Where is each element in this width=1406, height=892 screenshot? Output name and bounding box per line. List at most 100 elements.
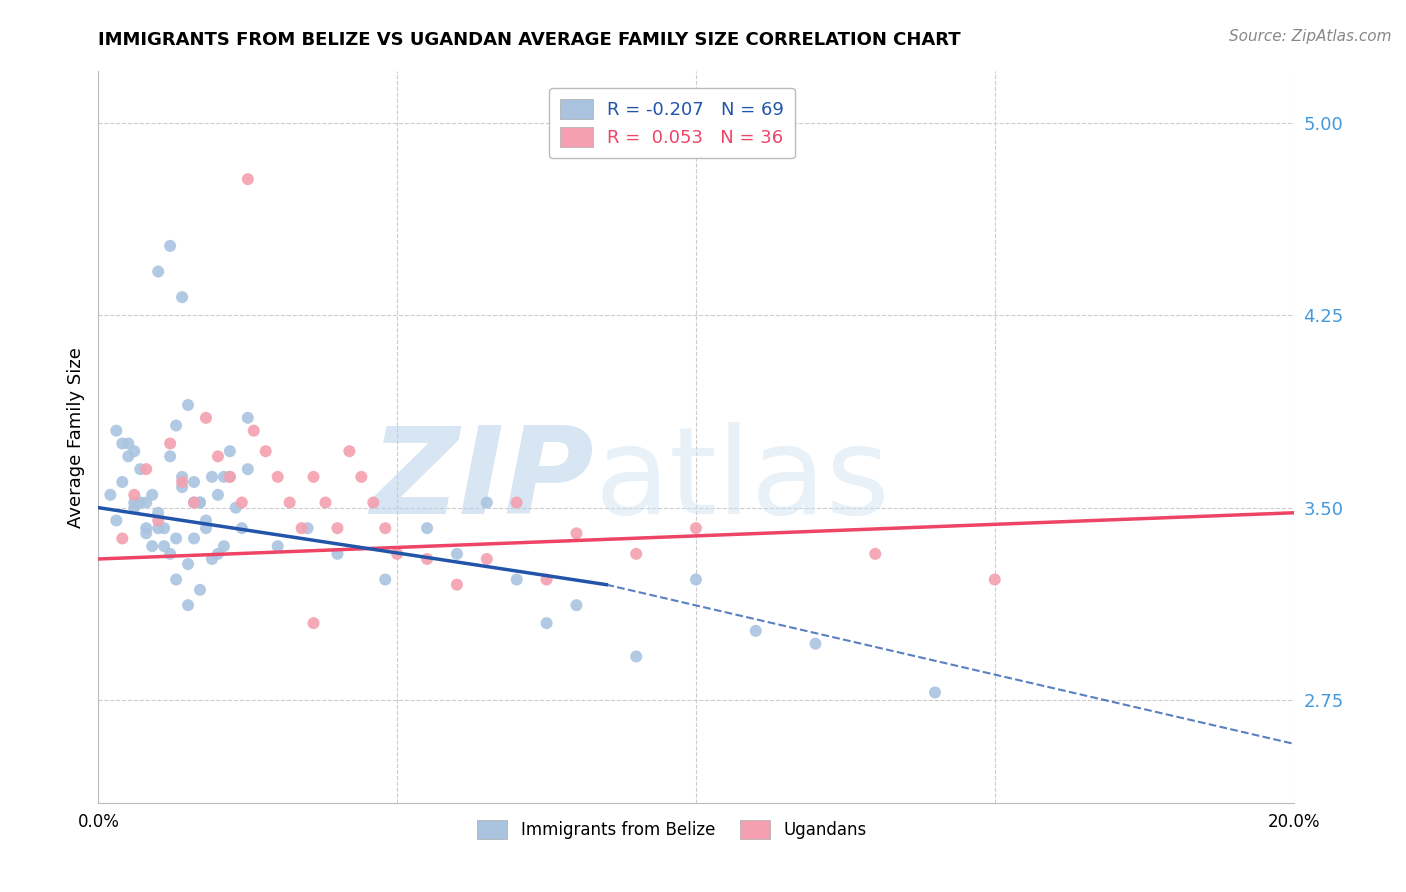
Point bbox=[506, 495, 529, 509]
Point bbox=[236, 462, 259, 476]
Point bbox=[685, 573, 707, 587]
Text: Source: ZipAtlas.com: Source: ZipAtlas.com bbox=[1229, 29, 1392, 44]
Point bbox=[219, 470, 242, 484]
Point bbox=[159, 239, 181, 253]
Legend: Immigrants from Belize, Ugandans: Immigrants from Belize, Ugandans bbox=[471, 814, 873, 846]
Point bbox=[416, 521, 439, 535]
Point bbox=[124, 495, 146, 509]
Point bbox=[183, 475, 205, 489]
Point bbox=[105, 514, 128, 528]
Point bbox=[475, 495, 498, 509]
Point bbox=[536, 616, 558, 631]
Point bbox=[212, 539, 235, 553]
Point bbox=[212, 470, 235, 484]
Point bbox=[135, 462, 157, 476]
Point bbox=[350, 470, 373, 484]
Point bbox=[385, 547, 409, 561]
Point bbox=[111, 532, 134, 546]
Point bbox=[315, 495, 337, 509]
Point bbox=[159, 436, 181, 450]
Point bbox=[135, 495, 157, 509]
Point bbox=[172, 290, 194, 304]
Point bbox=[98, 488, 122, 502]
Point bbox=[188, 582, 211, 597]
Point bbox=[297, 521, 319, 535]
Point bbox=[326, 521, 349, 535]
Point bbox=[165, 532, 187, 546]
Point bbox=[219, 470, 242, 484]
Point bbox=[302, 470, 325, 484]
Point bbox=[195, 514, 218, 528]
Point bbox=[148, 506, 170, 520]
Point bbox=[207, 547, 229, 561]
Point bbox=[302, 616, 325, 631]
Point bbox=[626, 649, 648, 664]
Point bbox=[201, 470, 224, 484]
Point bbox=[188, 495, 211, 509]
Point bbox=[148, 514, 170, 528]
Point bbox=[236, 410, 259, 425]
Point bbox=[135, 526, 157, 541]
Point bbox=[117, 436, 139, 450]
Point bbox=[111, 436, 134, 450]
Point bbox=[177, 398, 200, 412]
Point bbox=[685, 521, 707, 535]
Point bbox=[207, 488, 229, 502]
Point bbox=[124, 488, 146, 502]
Point bbox=[159, 547, 181, 561]
Point bbox=[153, 539, 176, 553]
Point bbox=[225, 500, 247, 515]
Text: ZIP: ZIP bbox=[371, 423, 595, 540]
Point bbox=[141, 488, 163, 502]
Point bbox=[172, 475, 194, 489]
Point bbox=[267, 470, 290, 484]
Point bbox=[172, 470, 194, 484]
Point bbox=[165, 573, 187, 587]
Point bbox=[565, 526, 588, 541]
Text: atlas: atlas bbox=[595, 423, 890, 540]
Point bbox=[183, 495, 205, 509]
Point bbox=[183, 495, 205, 509]
Point bbox=[565, 598, 588, 612]
Point bbox=[124, 444, 146, 458]
Point bbox=[219, 444, 242, 458]
Point bbox=[177, 557, 200, 571]
Point bbox=[236, 172, 259, 186]
Point bbox=[924, 685, 946, 699]
Point bbox=[231, 521, 253, 535]
Point bbox=[446, 547, 468, 561]
Point bbox=[254, 444, 277, 458]
Point bbox=[326, 547, 349, 561]
Point bbox=[188, 495, 211, 509]
Point bbox=[148, 521, 170, 535]
Point bbox=[267, 539, 290, 553]
Point bbox=[475, 552, 498, 566]
Point bbox=[177, 598, 200, 612]
Point bbox=[195, 521, 218, 535]
Point bbox=[159, 450, 181, 464]
Point bbox=[207, 450, 229, 464]
Point bbox=[536, 573, 558, 587]
Point bbox=[804, 637, 827, 651]
Point bbox=[135, 521, 157, 535]
Point bbox=[105, 424, 128, 438]
Point bbox=[865, 547, 887, 561]
Point bbox=[195, 410, 218, 425]
Point bbox=[117, 450, 139, 464]
Point bbox=[626, 547, 648, 561]
Point bbox=[129, 462, 152, 476]
Point bbox=[291, 521, 314, 535]
Point bbox=[416, 552, 439, 566]
Text: IMMIGRANTS FROM BELIZE VS UGANDAN AVERAGE FAMILY SIZE CORRELATION CHART: IMMIGRANTS FROM BELIZE VS UGANDAN AVERAG… bbox=[98, 31, 962, 49]
Point bbox=[374, 573, 396, 587]
Point bbox=[148, 264, 170, 278]
Point bbox=[339, 444, 361, 458]
Point bbox=[363, 495, 385, 509]
Point bbox=[141, 539, 163, 553]
Point bbox=[374, 521, 396, 535]
Point bbox=[278, 495, 301, 509]
Point bbox=[984, 573, 1007, 587]
Point bbox=[172, 480, 194, 494]
Point bbox=[124, 500, 146, 515]
Point bbox=[506, 573, 529, 587]
